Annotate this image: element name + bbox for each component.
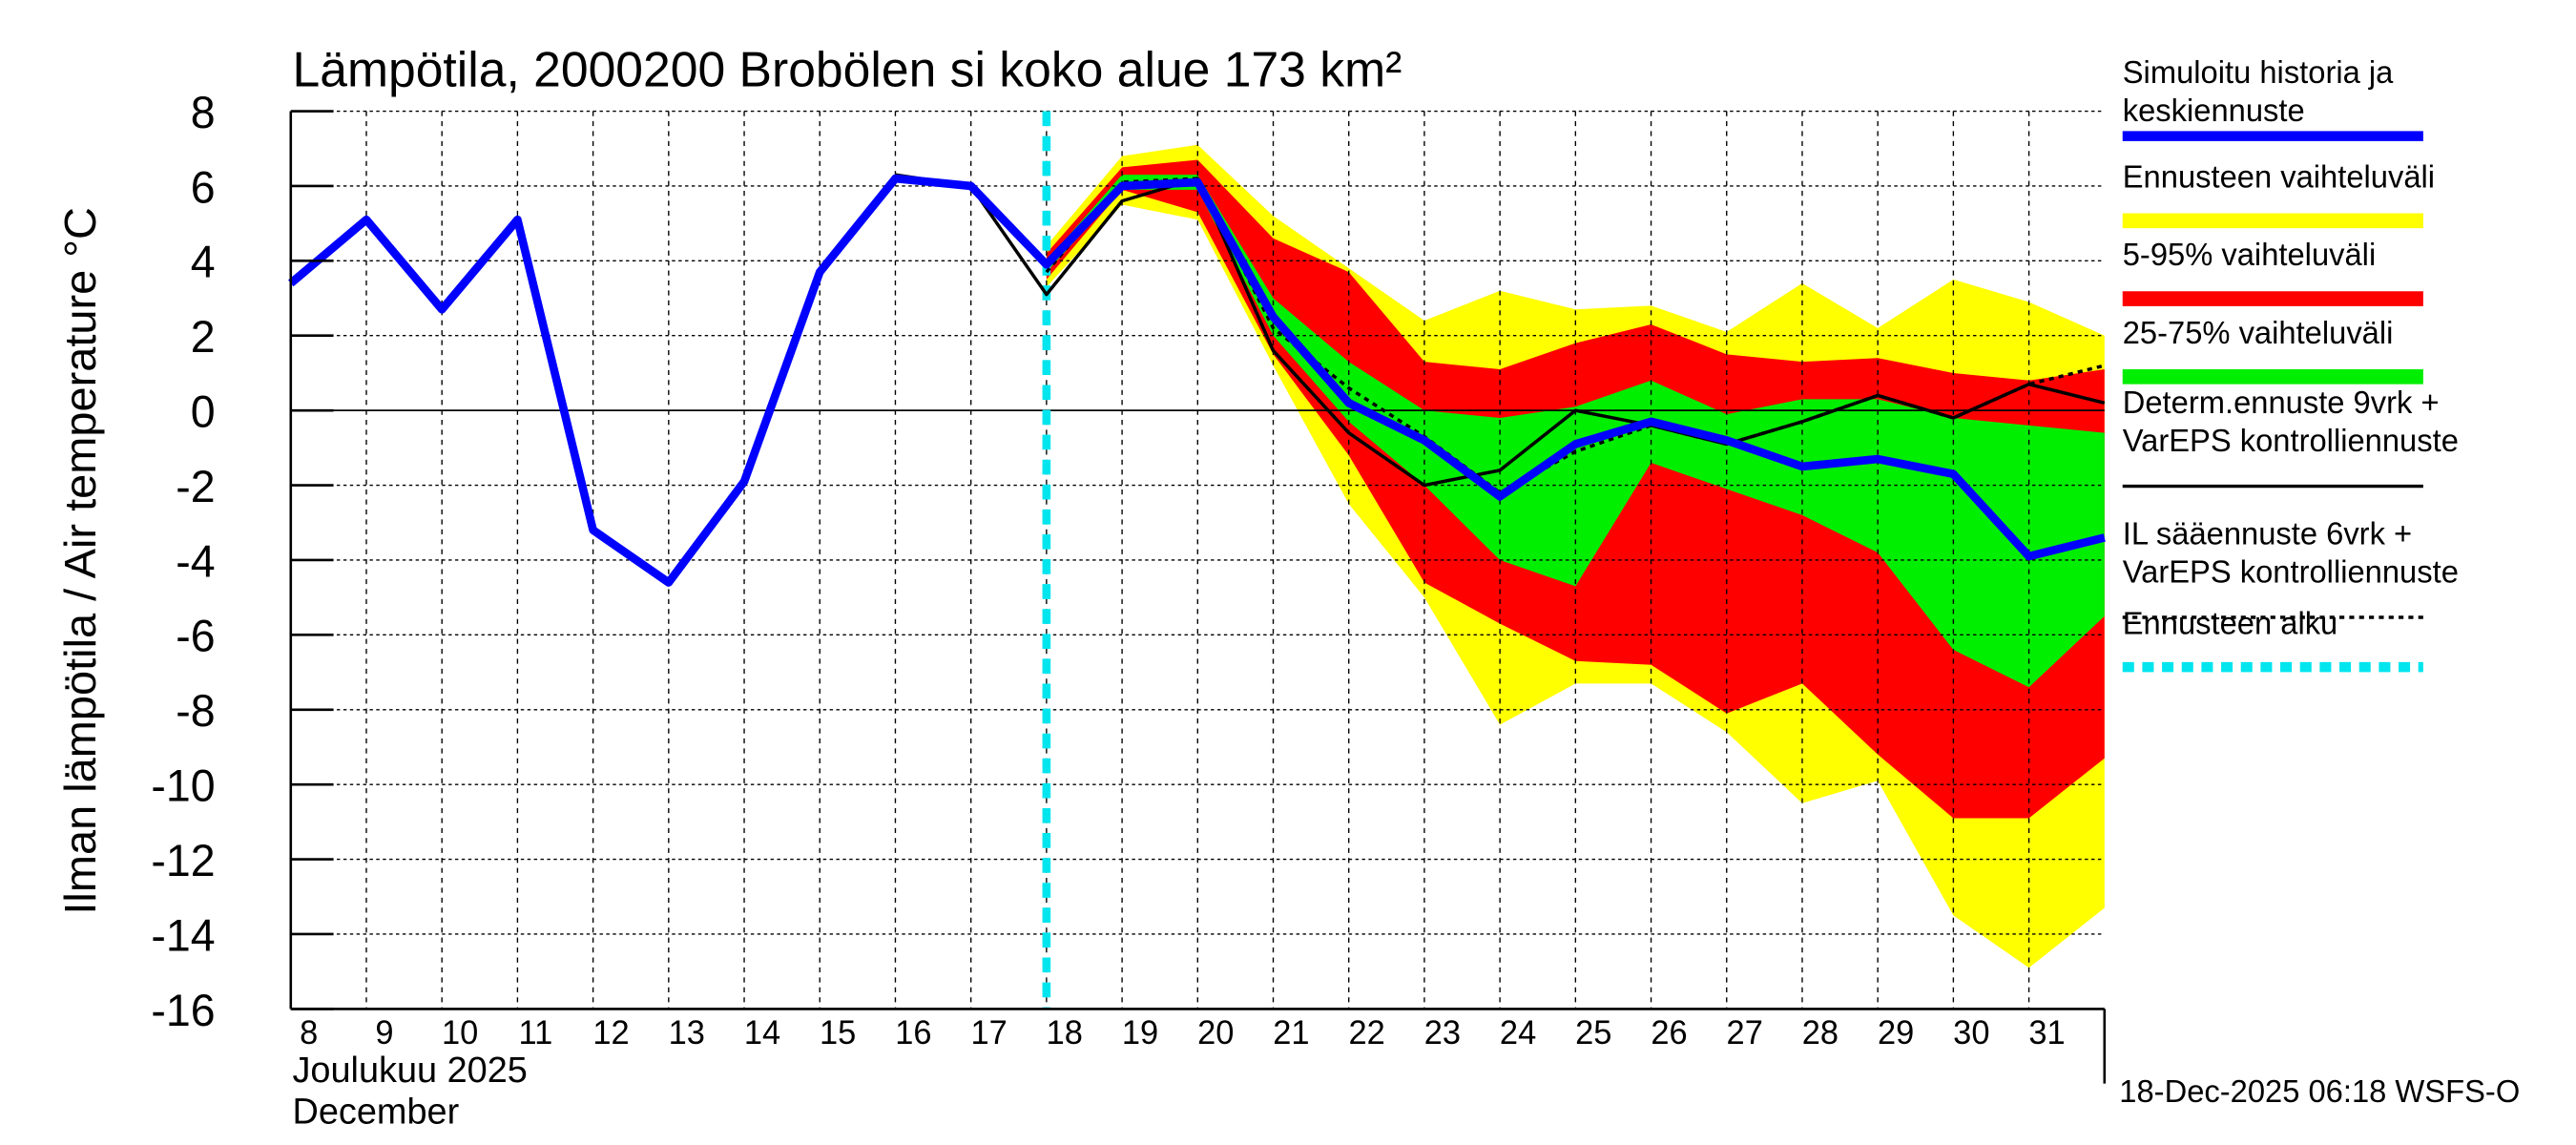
x-tick-label: 10 bbox=[442, 1015, 478, 1051]
x-tick-label: 30 bbox=[1953, 1015, 1989, 1051]
y-tick-label: 4 bbox=[191, 238, 216, 287]
x-tick-label: 12 bbox=[592, 1015, 629, 1051]
x-tick-label: 25 bbox=[1575, 1015, 1611, 1051]
legend-label: 25-75% vaihteluväli bbox=[2123, 315, 2394, 350]
x-tick-label: 24 bbox=[1500, 1015, 1536, 1051]
legend-label: VarEPS kontrolliennuste bbox=[2123, 423, 2459, 458]
legend-label: Simuloitu historia ja bbox=[2123, 54, 2394, 90]
y-tick-label: -8 bbox=[176, 686, 215, 736]
x-tick-label: 20 bbox=[1197, 1015, 1234, 1051]
x-axis-month-fi: Joulukuu 2025 bbox=[293, 1051, 528, 1091]
y-axis-label: Ilman lämpötila / Air temperature °C bbox=[55, 207, 105, 915]
x-tick-label: 26 bbox=[1651, 1015, 1687, 1051]
footer-timestamp: 18-Dec-2025 06:18 WSFS-O bbox=[2119, 1073, 2520, 1109]
y-tick-label: -12 bbox=[151, 836, 215, 885]
series-simuloitu bbox=[288, 174, 2106, 587]
x-tick-label: 17 bbox=[970, 1015, 1007, 1051]
y-tick-label: -6 bbox=[176, 612, 215, 661]
x-tick-label: 16 bbox=[895, 1015, 931, 1051]
legend-label: Ennusteen alku bbox=[2123, 605, 2338, 640]
legend-label: Determ.ennuste 9vrk + bbox=[2123, 385, 2440, 420]
y-tick-label: -2 bbox=[176, 462, 215, 511]
x-tick-label: 13 bbox=[669, 1015, 705, 1051]
legend-label: VarEPS kontrolliennuste bbox=[2123, 553, 2459, 589]
x-tick-label: 11 bbox=[518, 1015, 552, 1051]
legend-label: Ennusteen vaihteluväli bbox=[2123, 158, 2435, 194]
y-tick-label: -16 bbox=[151, 986, 215, 1035]
x-tick-label: 15 bbox=[820, 1015, 856, 1051]
y-tick-label: 2 bbox=[191, 312, 216, 362]
x-tick-label: 9 bbox=[375, 1015, 393, 1051]
x-tick-label: 18 bbox=[1047, 1015, 1083, 1051]
y-tick-label: -10 bbox=[151, 760, 215, 810]
x-tick-label: 8 bbox=[300, 1015, 318, 1051]
legend-label: IL sääennuste 6vrk + bbox=[2123, 515, 2412, 551]
y-tick-label: 0 bbox=[191, 386, 216, 436]
y-tick-label: -4 bbox=[176, 536, 215, 586]
legend-label: keskiennuste bbox=[2123, 93, 2305, 128]
y-tick-label: 6 bbox=[191, 162, 216, 212]
x-tick-label: 27 bbox=[1727, 1015, 1763, 1051]
legend-label: 5-95% vaihteluväli bbox=[2123, 237, 2376, 272]
x-tick-label: 22 bbox=[1348, 1015, 1384, 1051]
y-tick-label: -14 bbox=[151, 910, 215, 960]
x-tick-label: 29 bbox=[1878, 1015, 1914, 1051]
x-tick-label: 31 bbox=[2028, 1015, 2065, 1051]
x-tick-label: 14 bbox=[744, 1015, 780, 1051]
x-tick-label: 28 bbox=[1802, 1015, 1839, 1051]
x-tick-label: 19 bbox=[1122, 1015, 1158, 1051]
x-axis-month-en: December bbox=[293, 1092, 460, 1132]
x-tick-label: 23 bbox=[1424, 1015, 1461, 1051]
chart-title: Lämpötila, 2000200 Brobölen si koko alue… bbox=[293, 42, 1402, 97]
x-tick-label: 21 bbox=[1273, 1015, 1309, 1051]
y-tick-label: 8 bbox=[191, 88, 216, 137]
